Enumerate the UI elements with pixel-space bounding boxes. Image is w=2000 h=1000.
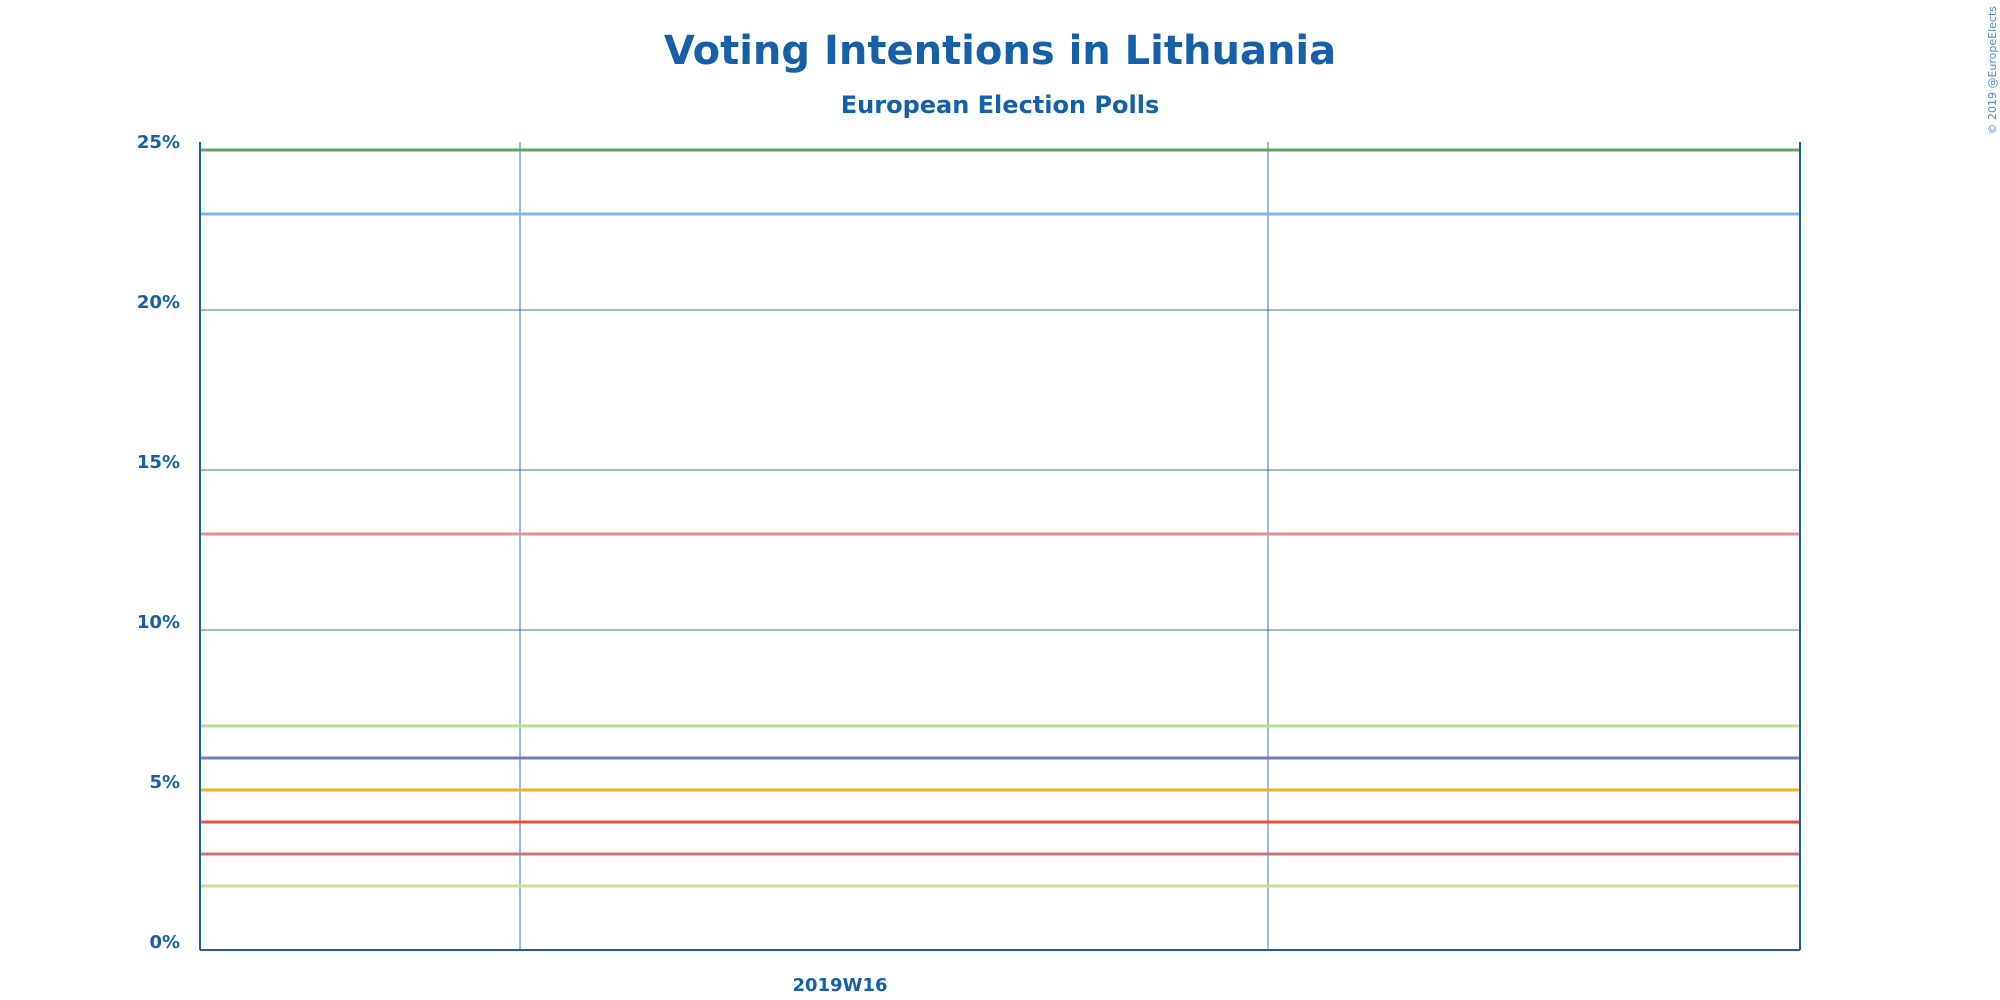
y-tick-label: 20%	[137, 292, 180, 313]
chart-subtitle: European Election Polls	[841, 91, 1159, 119]
x-axis-ticks: 2019W16	[792, 975, 887, 996]
copyright-credit: © 2019 @EuropeElects	[1986, 6, 1999, 135]
x-tick-label: 2019W16	[792, 975, 887, 996]
y-tick-label: 25%	[137, 132, 180, 153]
grid	[200, 142, 1800, 950]
y-tick-label: 10%	[137, 612, 180, 633]
axes	[199, 142, 1801, 951]
y-axis-ticks: 0% 5% 10% 15% 20% 25%	[137, 132, 180, 953]
y-tick-label: 5%	[149, 772, 180, 793]
y-tick-label: 15%	[137, 452, 180, 473]
chart-title: Voting Intentions in Lithuania	[664, 28, 1336, 74]
y-tick-label: 0%	[149, 932, 180, 953]
series-lines	[200, 148, 1800, 888]
